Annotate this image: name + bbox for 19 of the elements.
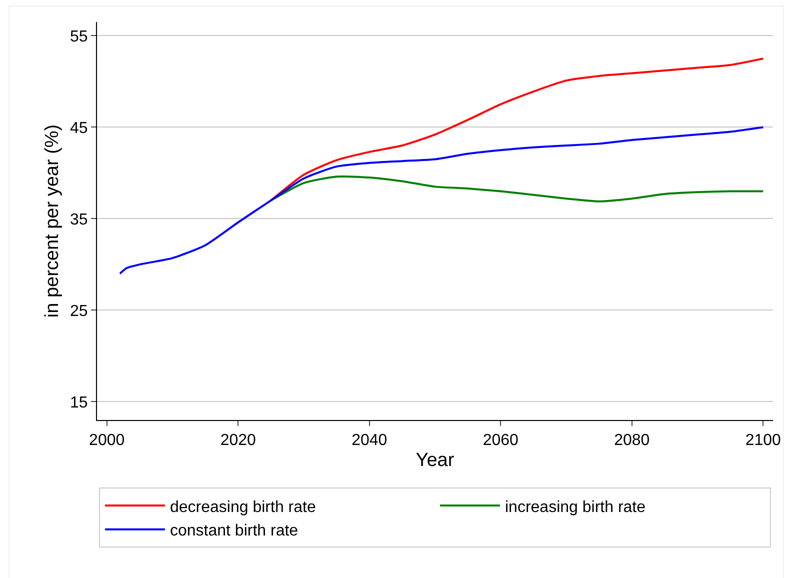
legend-label: increasing birth rate: [505, 498, 646, 516]
legend-label: constant birth rate: [170, 522, 298, 540]
x-tick-label: 2080: [614, 432, 650, 450]
legend-label: decreasing birth rate: [170, 498, 316, 516]
y-tick-label: 35: [70, 211, 88, 228]
x-tick-label: 2040: [352, 432, 388, 450]
line-series: [118, 126, 764, 275]
line-series: [270, 176, 764, 202]
x-tick-label: 2000: [89, 432, 125, 450]
y-tick-label: 15: [70, 394, 88, 412]
x-tick-label: 2060: [482, 432, 519, 450]
y-axis-title: in percent per year (%): [42, 124, 63, 318]
y-tick-label: 55: [70, 28, 88, 46]
x-tick-label: 2020: [220, 432, 256, 450]
y-tick-label: 45: [70, 120, 88, 137]
x-axis-title: Year: [416, 450, 455, 471]
line-series: [270, 58, 764, 202]
x-tick-label: 2100: [745, 432, 782, 450]
y-tick-label: 25: [70, 302, 88, 320]
